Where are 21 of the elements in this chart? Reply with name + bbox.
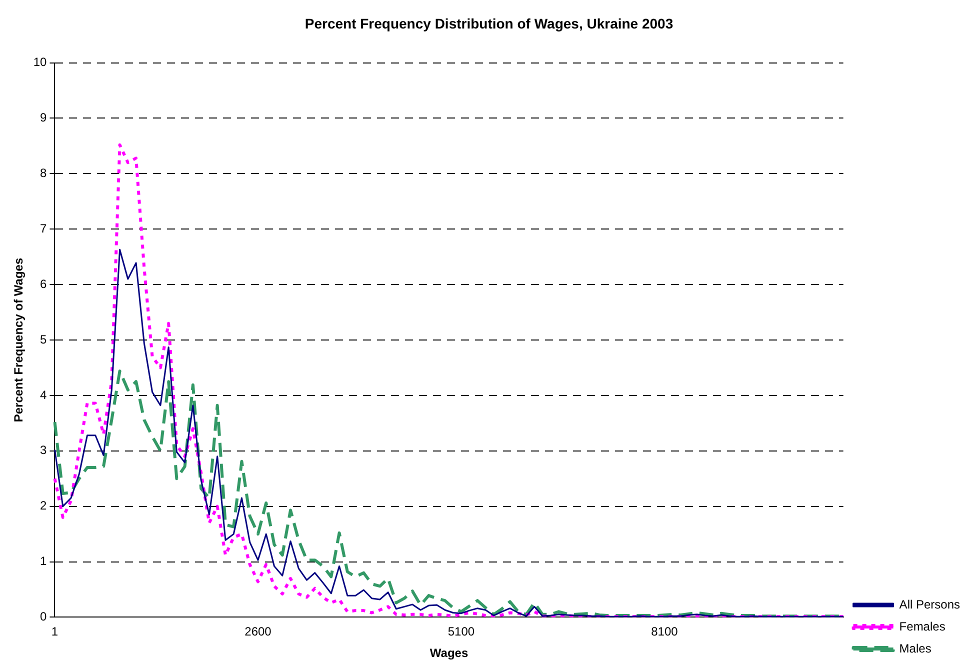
legend-label: Females <box>899 619 946 634</box>
y-tick-label: 1 <box>40 554 48 568</box>
y-tick-label: 4 <box>40 388 48 402</box>
y-tick-label: 3 <box>40 443 48 458</box>
x-tick-label: 2600 <box>244 624 272 639</box>
x-tick-label: 5100 <box>448 624 475 639</box>
y-tick-label: 2 <box>40 498 48 513</box>
y-tick-label: 10 <box>33 55 48 70</box>
x-tick-label: 8100 <box>651 624 678 639</box>
y-tick-label: 8 <box>40 166 48 180</box>
y-tick-label: 9 <box>40 110 48 125</box>
y-tick-label: 6 <box>40 276 48 291</box>
y-tick-label: 7 <box>40 221 48 236</box>
chart-title: Percent Frequency Distribution of Wages, Ukraine 2003 <box>304 15 674 32</box>
y-axis-title: Percent Frequency of Wages <box>12 258 26 422</box>
y-tick-label: 5 <box>40 332 48 346</box>
y-tick-label: 0 <box>40 610 48 624</box>
x-axis-title: Wages <box>430 646 468 660</box>
legend-label: Males <box>899 641 932 656</box>
x-tick-label: 1 <box>51 624 58 639</box>
legend-label: All Persons <box>899 597 960 612</box>
